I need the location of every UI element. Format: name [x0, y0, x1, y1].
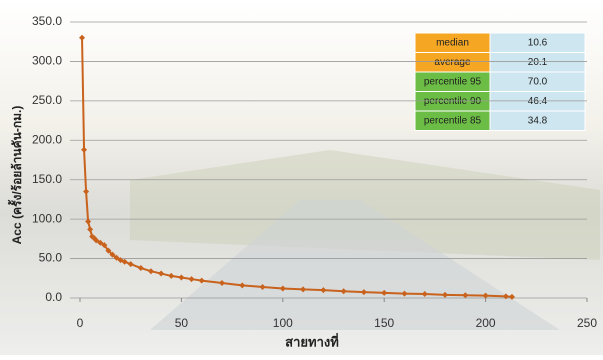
table-value: 70.0 [528, 76, 548, 87]
y-tick-label: 0.0 [45, 290, 62, 304]
y-tick-label: 350.0 [32, 14, 62, 28]
table-label: median [436, 37, 469, 48]
x-tick-label: 150 [374, 316, 394, 330]
x-tick-label: 250 [577, 316, 597, 330]
chart: สายทางที่ Acc (ครั้ง/ร้อยล้านคัน-กม.) me… [0, 0, 603, 355]
table-label: percentile 95 [424, 76, 482, 87]
table-value: 46.4 [528, 96, 548, 107]
x-tick-label: 100 [273, 316, 293, 330]
stats-table: median 10.6 average 20.1 percentile 95 70.0 pe… [415, 33, 585, 131]
y-tick-label: 300.0 [32, 54, 62, 68]
table-label: average [434, 57, 471, 68]
x-tick-label: 200 [476, 316, 496, 330]
table-value: 20.1 [528, 57, 548, 68]
x-axis-label: สายทางที่ [285, 332, 339, 349]
y-tick-label: 250.0 [32, 93, 62, 107]
x-tick-label: 0 [77, 316, 84, 330]
y-tick-label: 150.0 [32, 172, 62, 186]
table-label: percentile 90 [424, 96, 482, 107]
x-tick-label: 50 [175, 316, 189, 330]
table-value: 34.8 [528, 115, 548, 126]
y-tick-label: 100.0 [32, 211, 62, 225]
y-axis-label: Acc (ครั้ง/ร้อยล้านคัน-กม.) [7, 106, 24, 245]
y-tick-label: 50.0 [39, 251, 63, 265]
table-value: 10.6 [528, 37, 548, 48]
y-tick-label: 200.0 [32, 132, 62, 146]
table-label: percentile 85 [424, 115, 482, 126]
